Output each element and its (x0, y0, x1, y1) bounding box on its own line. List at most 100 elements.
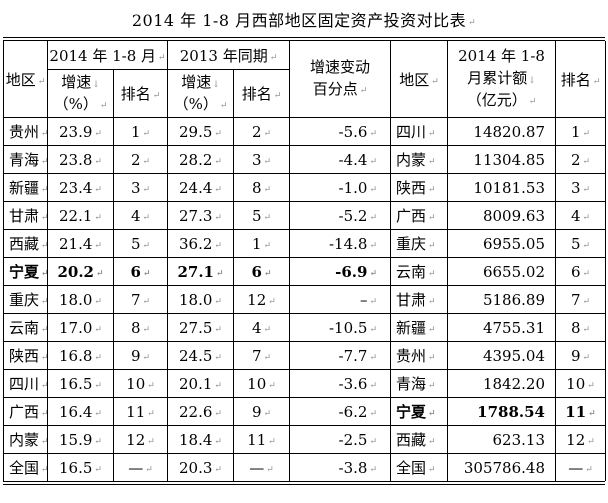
table-row: 新疆23.4324.48-1.0陕西10181.533 (3, 173, 606, 202)
cell-region-left: 新疆 (3, 173, 48, 202)
cell-rank-2013: 11 (233, 425, 290, 454)
cell-rank-right: 7 (555, 285, 606, 314)
table-row: 陕西16.8924.57-7.7贵州4395.049 (3, 341, 606, 370)
cell-amount: 14820.87 (447, 117, 556, 146)
header-growth-2013: 增速 （%） (167, 69, 234, 118)
cell-rank-2013: 2 (233, 117, 290, 146)
cell-change: -7.7 (289, 341, 391, 370)
cell-rank-right: 12 (555, 425, 606, 454)
table-row: 青海23.8228.23-4.4内蒙11304.852 (3, 145, 606, 174)
cell-rank-2014: 1 (113, 117, 168, 146)
cell-growth-2014: 23.4 (47, 173, 114, 202)
cell-rank-right: — (555, 453, 606, 481)
cell-change: -6.9 (289, 257, 391, 286)
cell-region-right: 西藏 (390, 425, 448, 454)
cell-region-right: 甘肃 (390, 285, 448, 314)
cell-growth-2014: 16.8 (47, 341, 114, 370)
cell-growth-2014: 17.0 (47, 313, 114, 342)
header-amount-line2: 月累计额 (449, 68, 555, 90)
table-row: 云南17.0827.54-10.5新疆4755.318 (3, 313, 606, 342)
cell-change: -6.2 (289, 397, 391, 426)
cell-region-left: 甘肃 (3, 201, 48, 230)
header-rank-2013: 排名 (233, 69, 290, 118)
cell-growth-2013: 29.5 (167, 117, 234, 146)
cell-region-left: 陕西 (3, 341, 48, 370)
cell-rank-right: 11 (555, 397, 606, 426)
cell-rank-2013: 7 (233, 341, 290, 370)
cell-rank-right: 4 (555, 201, 606, 230)
header-growth-2013-line1: 增速 (169, 72, 233, 94)
cell-rank-2014: 6 (113, 257, 168, 286)
cell-rank-2014: 2 (113, 145, 168, 174)
cell-region-right: 云南 (390, 257, 448, 286)
cell-change: -4.4 (289, 145, 391, 174)
cell-rank-2014: 8 (113, 313, 168, 342)
cell-rank-right: 5 (555, 229, 606, 258)
cell-growth-2013: 27.5 (167, 313, 234, 342)
header-region-right: 地区 (390, 41, 448, 118)
header-amount-line3: （亿元） (449, 90, 555, 112)
cell-change: -10.5 (289, 313, 391, 342)
header-amount-line1: 2014 年 1-8 (458, 47, 545, 66)
cell-amount: 10181.53 (447, 173, 556, 202)
cell-region-left: 全国 (3, 453, 48, 481)
cell-rank-right: 1 (555, 117, 606, 146)
cell-rank-2013: 1 (233, 229, 290, 258)
cell-amount: 6955.05 (447, 229, 556, 258)
cell-region-left: 贵州 (3, 117, 48, 146)
cell-change: -1.0 (289, 173, 391, 202)
cell-region-left: 西藏 (3, 229, 48, 258)
cell-growth-2014: 22.1 (47, 201, 114, 230)
cell-rank-2014: 7 (113, 285, 168, 314)
cell-region-right: 宁夏 (390, 397, 448, 426)
header-row-1: 地区 2014 年 1-8 月 2013 年同期 增速变动 百分点 地区 201… (3, 41, 606, 118)
cell-rank-right: 6 (555, 257, 606, 286)
cell-growth-2014: 15.9 (47, 425, 114, 454)
cell-amount: 5186.89 (447, 285, 556, 314)
cell-rank-2013: 6 (233, 257, 290, 286)
header-row-2: 增速 （%） 排名 增速 （%） 排名 (4, 69, 606, 118)
cell-change: -2.5 (289, 425, 391, 454)
cell-amount: 11304.85 (447, 145, 556, 174)
cell-rank-2013: 4 (233, 313, 290, 342)
cell-region-left: 青海 (3, 145, 48, 174)
cell-region-right: 陕西 (390, 173, 448, 202)
table-row: 甘肃22.1427.35-5.2广西8009.634 (3, 201, 606, 230)
cell-rank-2013: — (233, 453, 290, 481)
cell-growth-2013: 36.2 (167, 229, 234, 258)
cell-amount: 4395.04 (447, 341, 556, 370)
cell-growth-2013: 27.1 (167, 257, 234, 286)
cell-region-right: 贵州 (390, 341, 448, 370)
table-row: 西藏21.4536.21-14.8重庆6955.055 (3, 229, 606, 258)
header-region-left: 地区 (3, 41, 48, 118)
cell-rank-right: 10 (555, 369, 606, 398)
cell-growth-2013: 18.0 (167, 285, 234, 314)
cell-growth-2014: 16.5 (47, 453, 114, 481)
table-row: 宁夏20.2627.16-6.9云南6655.026 (3, 257, 606, 286)
table-row: 重庆18.0718.012–甘肃5186.897 (3, 285, 606, 314)
cell-amount: 305786.48 (447, 453, 556, 481)
cell-region-right: 新疆 (390, 313, 448, 342)
cell-change: -14.8 (289, 229, 391, 258)
cell-change: -3.8 (289, 453, 391, 481)
cell-region-left: 内蒙 (3, 425, 48, 454)
cell-change: – (289, 285, 391, 314)
cell-change: -5.6 (289, 117, 391, 146)
cell-growth-2014: 16.4 (47, 397, 114, 426)
cell-growth-2014: 23.9 (47, 117, 114, 146)
cell-region-left: 广西 (3, 397, 48, 426)
cell-rank-2014: 5 (113, 229, 168, 258)
cell-rank-2013: 12 (233, 285, 290, 314)
cell-growth-2013: 24.5 (167, 341, 234, 370)
page-title: 2014 年 1-8 月西部地区固定资产投资对比表 (0, 0, 608, 37)
cell-rank-2014: 3 (113, 173, 168, 202)
cell-growth-2013: 27.3 (167, 201, 234, 230)
table-body: 贵州23.9129.52-5.6四川14820.871青海23.8228.23-… (3, 117, 606, 481)
cell-amount: 8009.63 (447, 201, 556, 230)
cell-region-right: 重庆 (390, 229, 448, 258)
cell-growth-2013: 18.4 (167, 425, 234, 454)
header-amount: 2014 年 1-8 月累计额 （亿元） (447, 41, 556, 118)
